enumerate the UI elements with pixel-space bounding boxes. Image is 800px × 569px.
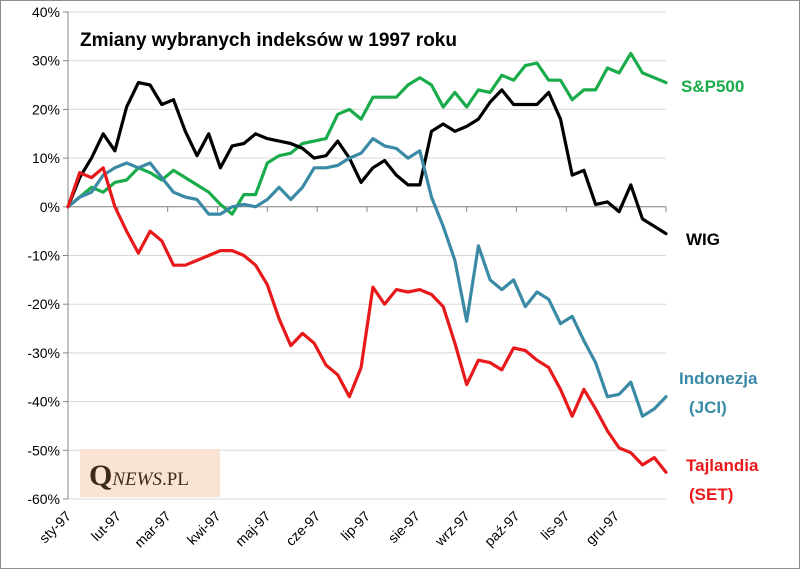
y-tick-label: -50% bbox=[27, 442, 60, 458]
y-tick-label: -30% bbox=[27, 345, 60, 361]
series-line-s-p500 bbox=[66, 51, 668, 216]
x-tick-label: mar-97 bbox=[131, 508, 174, 551]
x-tick-label: kwi-97 bbox=[184, 508, 224, 548]
qnews-logo: QNEWS.PL bbox=[80, 449, 220, 497]
y-tick-label: 10% bbox=[32, 150, 60, 166]
y-axis-ticks: 40% 30% 20% 10% 0% -10% -20% -30% -40% -50% -60% bbox=[27, 4, 68, 507]
x-tick-label: lis-97 bbox=[537, 508, 572, 543]
x-tick-label: paź-97 bbox=[481, 508, 523, 550]
x-tick-label: wrz-97 bbox=[431, 508, 473, 550]
x-tick-label: lip-97 bbox=[338, 508, 374, 544]
logo-suffix: .PL bbox=[162, 469, 189, 490]
y-tick-label: -20% bbox=[27, 296, 60, 312]
logo-q: Q bbox=[89, 459, 112, 492]
y-tick-label: 20% bbox=[32, 101, 60, 117]
y-tick-label: 40% bbox=[32, 4, 60, 20]
series-label-set-line2: (SET) bbox=[689, 485, 733, 504]
series-group bbox=[66, 51, 668, 474]
grid bbox=[68, 11, 666, 500]
y-tick-label: -10% bbox=[27, 248, 60, 264]
chart-title: Zmiany wybranych indeksów w 1997 roku bbox=[80, 30, 457, 51]
x-tick-label: lut-97 bbox=[88, 508, 124, 544]
y-tick-label: 0% bbox=[40, 199, 60, 215]
x-tick-label: gru-97 bbox=[582, 508, 622, 548]
series-label-sp500: S&P500 bbox=[681, 77, 744, 96]
series-line-wig bbox=[66, 80, 668, 236]
series-label-set-line1: Tajlandia bbox=[686, 456, 759, 475]
x-tick-label: sty-97 bbox=[36, 508, 74, 546]
y-tick-label: 30% bbox=[32, 53, 60, 69]
series-line-tajlandia-set bbox=[66, 166, 668, 474]
series-label-jci-line2: (JCI) bbox=[689, 398, 727, 417]
series-label-wig: WIG bbox=[686, 230, 720, 249]
series-label-jci-line1: Indonezja bbox=[679, 369, 758, 388]
y-tick-label: -60% bbox=[27, 491, 60, 507]
x-tick-label: cze-97 bbox=[282, 508, 323, 549]
y-tick-label: -40% bbox=[27, 394, 60, 410]
x-tick-label: sie-97 bbox=[385, 508, 423, 546]
logo-text: QNEWS.PL bbox=[89, 459, 189, 492]
series-line-indonezja-jci bbox=[66, 137, 668, 418]
x-tick-label: maj-97 bbox=[232, 508, 274, 550]
logo-news: NEWS bbox=[111, 469, 162, 490]
